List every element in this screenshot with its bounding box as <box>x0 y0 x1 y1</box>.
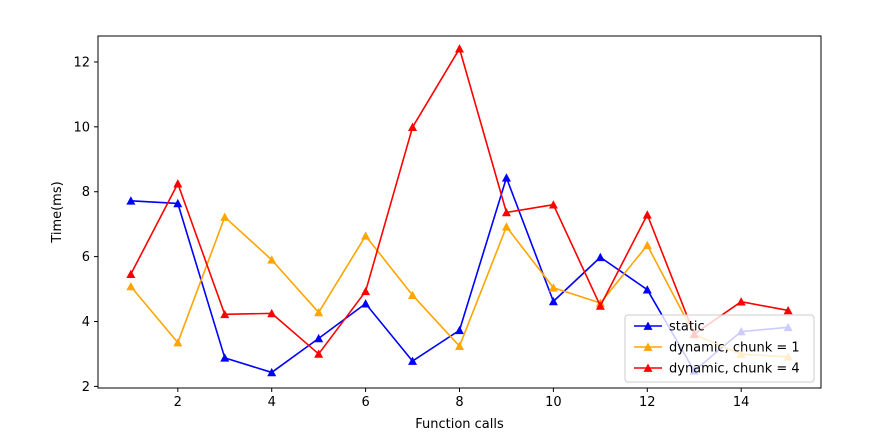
legend-marker <box>643 342 653 351</box>
data-point <box>595 301 605 310</box>
data-point <box>173 198 183 208</box>
data-point <box>220 309 230 319</box>
legend-box <box>624 314 815 383</box>
data-point <box>361 286 371 296</box>
data-point <box>361 231 371 240</box>
x-tick-label: 8 <box>455 395 463 410</box>
y-tick-label: 8 <box>82 185 90 200</box>
x-tick-label: 10 <box>545 395 562 410</box>
data-point <box>783 305 793 315</box>
data-point <box>455 325 464 335</box>
data-point <box>314 349 324 358</box>
data-point <box>314 333 324 343</box>
data-point <box>220 353 230 362</box>
x-axis: 2 4 6 8 10 12 14 <box>174 388 750 410</box>
data-point <box>220 212 230 221</box>
x-tick-label: 12 <box>639 395 656 410</box>
data-point <box>408 122 418 131</box>
data-point <box>126 196 136 205</box>
y-tick-label: 10 <box>73 120 90 135</box>
legend-marker <box>643 321 653 330</box>
data-point <box>548 200 558 209</box>
series-3 <box>126 44 793 358</box>
data-point <box>314 307 324 317</box>
data-point <box>408 356 418 365</box>
y-tick-label: 2 <box>82 380 90 395</box>
data-point <box>501 207 511 217</box>
y-tick-label: 4 <box>82 315 90 330</box>
data-point <box>595 252 605 262</box>
data-point <box>642 240 652 250</box>
data-point <box>548 296 558 306</box>
x-axis-label: Function calls <box>415 417 504 432</box>
data-point <box>173 179 183 188</box>
y-tick-label: 12 <box>73 55 90 70</box>
legend-label: static <box>669 320 705 335</box>
legend-item: static <box>634 320 705 335</box>
data-point <box>267 308 277 318</box>
data-point <box>267 367 277 377</box>
data-point <box>501 173 511 182</box>
legend-label: dynamic, chunk = 1 <box>669 341 800 356</box>
data-point <box>736 297 746 306</box>
data-point <box>642 210 652 219</box>
data-point <box>361 299 371 308</box>
legend-marker <box>643 363 653 372</box>
data-point <box>455 341 464 350</box>
legend: static dynamic, chunk = 1 dynamic, chunk =… <box>624 314 815 383</box>
legend-item: dynamic, chunk = 4 <box>634 362 800 377</box>
legend-item: dynamic, chunk = 1 <box>634 341 800 356</box>
data-point <box>501 222 511 231</box>
y-tick-label: 6 <box>82 250 90 265</box>
x-tick-label: 14 <box>733 395 750 410</box>
data-point <box>126 281 136 291</box>
legend-label: dynamic, chunk = 4 <box>669 362 800 377</box>
x-tick-label: 4 <box>268 395 276 410</box>
data-point <box>267 255 277 264</box>
data-point <box>126 269 136 278</box>
x-tick-label: 2 <box>174 395 182 410</box>
x-tick-label: 6 <box>361 395 369 410</box>
data-point <box>173 338 183 347</box>
data-point <box>408 290 418 300</box>
y-axis: 2 4 6 8 10 12 <box>73 55 98 395</box>
data-point <box>548 283 558 292</box>
y-axis-label: Time(ms) <box>50 181 65 243</box>
data-point <box>455 44 464 53</box>
data-point <box>642 285 652 294</box>
